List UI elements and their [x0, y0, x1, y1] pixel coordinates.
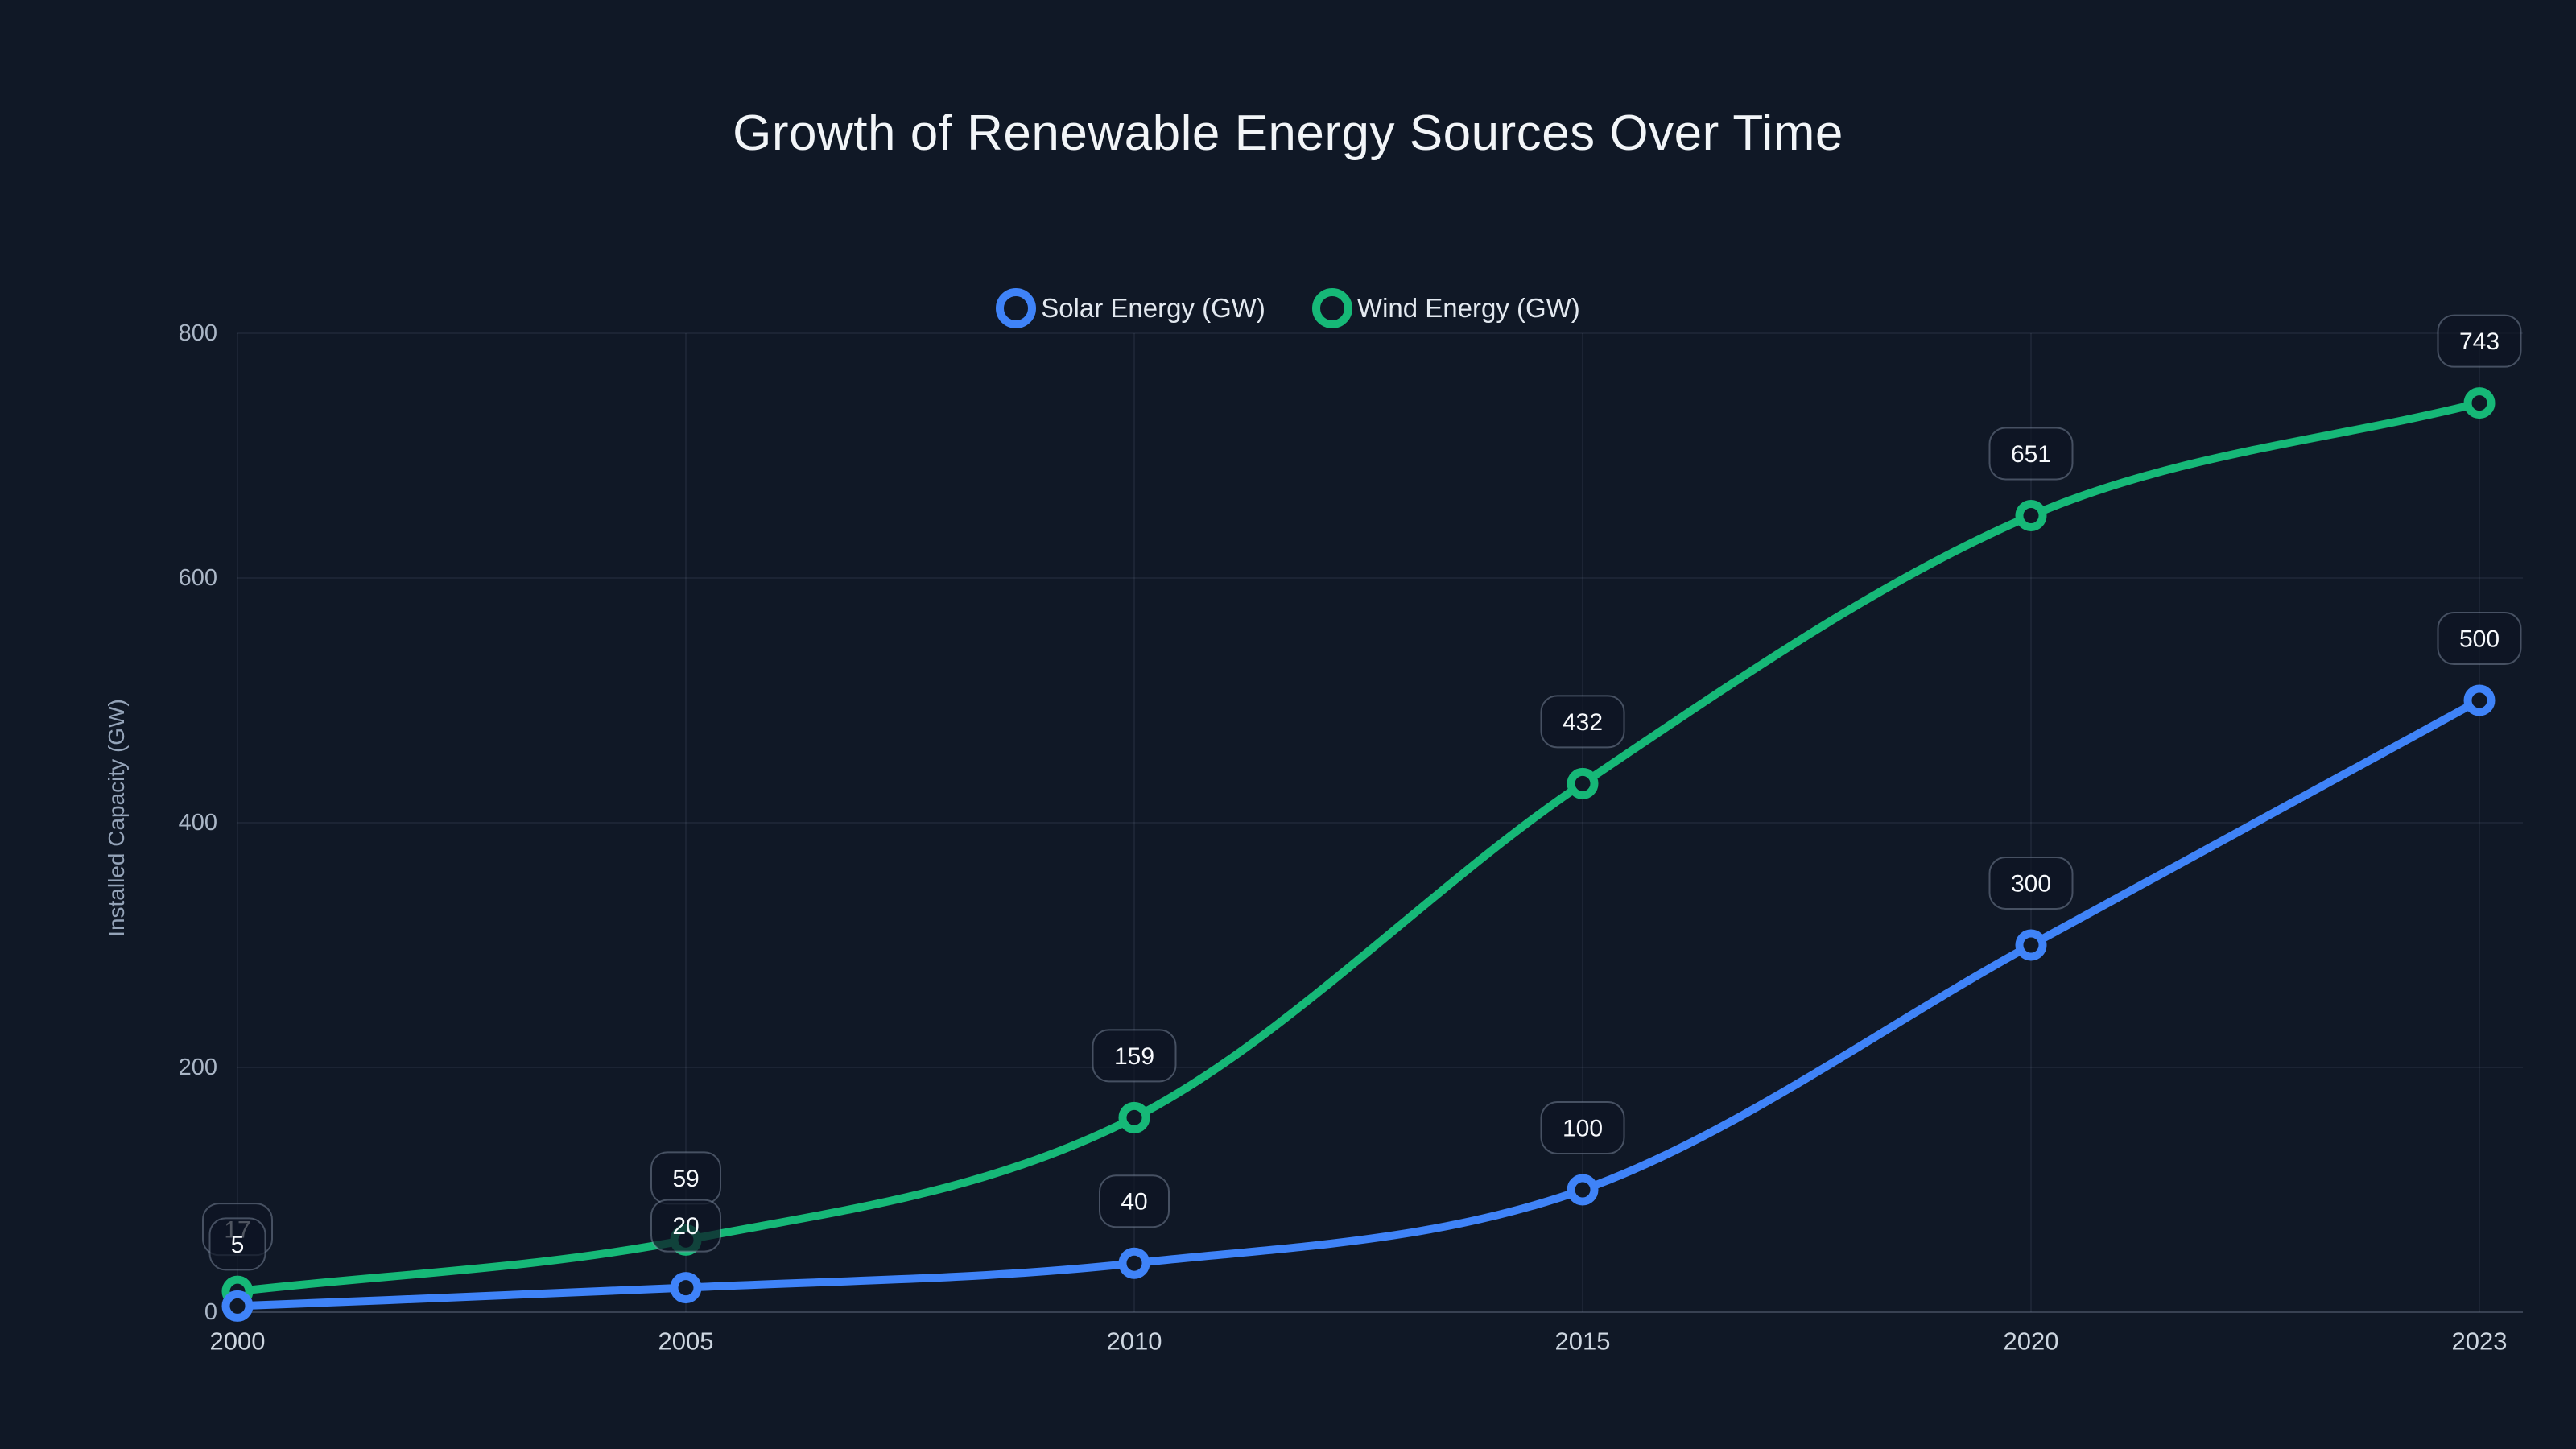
- y-tick-800: 800: [179, 320, 217, 346]
- point-label-solar-energy-gw-2023: 500: [2459, 626, 2500, 653]
- point-wind-energy-gw-2010[interactable]: [1118, 1101, 1150, 1133]
- solar-series-ring-icon: [996, 288, 1037, 328]
- point-label-solar-energy-gw-2010: 40: [1121, 1189, 1147, 1216]
- point-label-box-wind-energy-gw-2020: [1988, 427, 2074, 481]
- legend-label-solar: Solar Energy (GW): [1041, 293, 1265, 323]
- point-label-box-solar-energy-gw-2020: [1988, 857, 2074, 910]
- point-solar-energy-gw-2023[interactable]: [2463, 684, 2496, 716]
- series-line-wind-energy-gw: [233, 398, 2483, 1296]
- legend-label-wind: Wind Energy (GW): [1356, 293, 1580, 323]
- x-tick-2023: 2023: [2452, 1327, 2508, 1356]
- point-label-box-solar-energy-gw-2010: [1099, 1174, 1170, 1228]
- point-label-box-solar-energy-gw-2015: [1540, 1101, 1625, 1154]
- point-solar-energy-gw-2000[interactable]: [221, 1290, 254, 1322]
- point-label-wind-energy-gw-2010: 159: [1114, 1043, 1154, 1070]
- x-tick-2020: 2020: [2004, 1327, 2059, 1356]
- point-label-solar-energy-gw-2020: 300: [2011, 871, 2051, 898]
- point-label-box-wind-energy-gw-2023: [2437, 314, 2522, 368]
- point-solar-energy-gw-2005[interactable]: [670, 1272, 702, 1304]
- point-label-box-wind-energy-gw-2015: [1540, 695, 1625, 749]
- y-tick-600: 600: [179, 565, 217, 591]
- point-solar-energy-gw-2015[interactable]: [1567, 1174, 1599, 1206]
- point-wind-energy-gw-2020[interactable]: [2015, 499, 2047, 531]
- point-solar-energy-gw-2020[interactable]: [2015, 929, 2047, 961]
- point-label-wind-energy-gw-2015: 432: [1563, 709, 1603, 736]
- chart-title: Growth of Renewable Energy Sources Over …: [733, 105, 1843, 161]
- point-label-solar-energy-gw-2005: 20: [672, 1213, 699, 1240]
- point-label-wind-energy-gw-2005: 59: [672, 1166, 699, 1192]
- point-label-box-wind-energy-gw-2010: [1092, 1029, 1177, 1083]
- point-wind-energy-gw-2023[interactable]: [2463, 387, 2496, 419]
- series-line-solar-energy-gw: [233, 696, 2483, 1311]
- legend-item-wind[interactable]: Wind Energy (GW): [1311, 288, 1580, 328]
- point-label-wind-energy-gw-2020: 651: [2011, 441, 2051, 468]
- point-label-solar-energy-gw-2015: 100: [1563, 1116, 1603, 1142]
- point-label-box-solar-energy-gw-2000: [208, 1217, 266, 1271]
- point-label-box-solar-energy-gw-2023: [2437, 612, 2522, 665]
- y-tick-0: 0: [204, 1299, 217, 1325]
- point-label-solar-energy-gw-2000: 5: [231, 1232, 245, 1258]
- point-label-box-solar-energy-gw-2005: [650, 1199, 721, 1253]
- y-tick-400: 400: [179, 810, 217, 836]
- legend-item-solar[interactable]: Solar Energy (GW): [996, 288, 1265, 328]
- point-solar-energy-gw-2010[interactable]: [1118, 1247, 1150, 1279]
- x-tick-2010: 2010: [1107, 1327, 1162, 1356]
- point-wind-energy-gw-2015[interactable]: [1567, 767, 1599, 799]
- y-tick-200: 200: [179, 1055, 217, 1080]
- x-tick-2000: 2000: [210, 1327, 266, 1356]
- point-label-wind-energy-gw-2023: 743: [2459, 328, 2500, 355]
- legend: Solar Energy (GW) Wind Energy (GW): [0, 287, 2576, 330]
- x-tick-2005: 2005: [658, 1327, 714, 1356]
- wind-series-ring-icon: [1311, 288, 1352, 328]
- x-tick-2015: 2015: [1555, 1327, 1611, 1356]
